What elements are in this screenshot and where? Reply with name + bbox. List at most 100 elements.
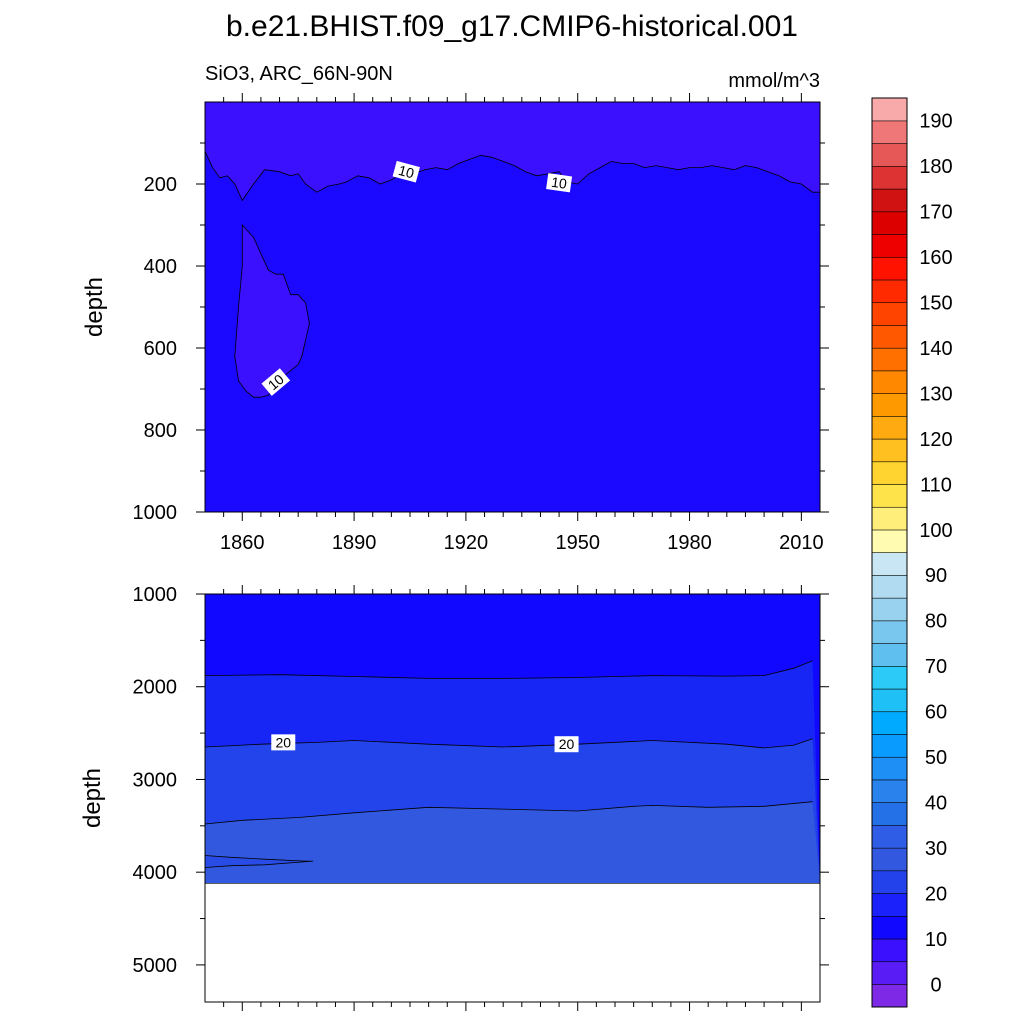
upper-y-tick-label-200: 200 xyxy=(144,174,177,196)
colorbar: 0 10 20 30 40 50 60 70 80 90 100 110 120 130 140 150 160… xyxy=(871,97,953,1008)
lower-contour-label-1-bg xyxy=(554,736,579,753)
colorbar-label-120: 120 xyxy=(919,429,952,451)
colorbar-box-25 xyxy=(871,415,908,440)
lower-y-tick-label-4000: 4000 xyxy=(133,862,178,884)
contour-30-lens xyxy=(204,855,314,868)
colorbar-label-40: 40 xyxy=(925,793,947,815)
colorbar-label-190: 190 xyxy=(919,111,952,133)
colorbar-label-10: 10 xyxy=(925,929,947,951)
upper-contour-label-0: 10 xyxy=(397,162,416,182)
colorbar-box-3 xyxy=(871,915,908,940)
colorbar-label-130: 130 xyxy=(919,383,952,405)
lower-y-tick-label-1000: 1000 xyxy=(133,584,178,606)
colorbar-box-26 xyxy=(871,393,908,417)
lower-contour-label-0-bg xyxy=(271,734,296,751)
colorbar-box-32 xyxy=(871,256,908,281)
colorbar-label-30: 30 xyxy=(925,838,947,860)
colorbar-box-30 xyxy=(871,302,908,326)
colorbar-label-60: 60 xyxy=(925,702,947,724)
lower-contour-label-0: 20 xyxy=(275,734,291,750)
lower-contour-label-0-group: 20 xyxy=(271,734,296,751)
upper-contour-label-0-group: 10 xyxy=(392,160,420,183)
colorbar-label-100: 100 xyxy=(919,520,952,542)
colorbar-box-36 xyxy=(871,165,908,190)
colorbar-label-140: 140 xyxy=(919,338,952,360)
colorbar-label-160: 160 xyxy=(919,247,952,269)
upper-y-tick-label-1000: 1000 xyxy=(133,502,178,524)
lower-y-axis-label: depth xyxy=(79,768,106,828)
upper-contour-label-0-bg xyxy=(392,160,420,183)
colorbar-box-14 xyxy=(871,665,908,690)
colorbar-box-19 xyxy=(871,552,908,576)
colorbar-box-7 xyxy=(871,824,908,849)
upper-contour-label-2-bg xyxy=(261,368,291,396)
colorbar-box-11 xyxy=(871,733,908,758)
colorbar-label-0: 0 xyxy=(930,974,941,996)
colorbar-label-180: 180 xyxy=(919,156,952,178)
x-tick-label-1890: 1890 xyxy=(332,532,377,554)
colorbar-label-20: 20 xyxy=(925,883,947,905)
colorbar-box-34 xyxy=(871,211,908,235)
colorbar-box-13 xyxy=(871,688,908,713)
colorbar-box-29 xyxy=(871,324,908,349)
lower-y-tick-label-3000: 3000 xyxy=(133,769,178,791)
colorbar-box-15 xyxy=(871,643,908,667)
colorbar-box-12 xyxy=(871,711,908,735)
colorbar-box-24 xyxy=(871,438,908,463)
colorbar-box-17 xyxy=(871,597,908,622)
x-tick-label-2010: 2010 xyxy=(779,532,824,554)
lower-frame xyxy=(204,593,821,1003)
upper-contour-label-2-group: 10 xyxy=(261,368,291,396)
contour-15-line xyxy=(204,660,813,679)
lower-fill-25-30 xyxy=(205,801,820,884)
x-tick-label-1980: 1980 xyxy=(667,532,712,554)
colorbar-box-28 xyxy=(871,347,908,372)
colorbar-box-23 xyxy=(871,461,908,485)
upper-y-axis-label: depth xyxy=(81,277,108,337)
colorbar-box-10 xyxy=(871,756,908,781)
colorbar-box-35 xyxy=(871,188,908,213)
lower-panel: 1000 2000 3000 4000 5000 depth 20 20 xyxy=(79,584,829,1011)
variable-region-label: SiO3, ARC_66N-90N xyxy=(205,63,393,85)
units-label: mmol/m^3 xyxy=(728,70,820,92)
colorbar-box-27 xyxy=(871,370,908,394)
contour-25-line xyxy=(204,801,813,825)
colorbar-box-22 xyxy=(871,484,908,508)
lower-y-tick-label-5000: 5000 xyxy=(133,955,178,977)
lower-y-tick-label-2000: 2000 xyxy=(133,677,178,699)
colorbar-box-21 xyxy=(871,506,908,531)
upper-contour-label-1-bg xyxy=(546,173,573,193)
upper-panel: 1860 1890 1920 1950 1980 2010 200 400 600 800 1000… xyxy=(81,93,829,554)
upper-y-tick-label-800: 800 xyxy=(144,420,177,442)
upper-contour-label-1: 10 xyxy=(550,174,568,192)
colorbar-box-38 xyxy=(871,120,908,144)
colorbar-box-4 xyxy=(871,893,908,917)
colorbar-label-80: 80 xyxy=(925,611,947,633)
upper-y-tick-label-400: 400 xyxy=(144,256,177,278)
colorbar-box-8 xyxy=(871,802,908,826)
colorbar-box-0 xyxy=(871,983,908,1008)
colorbar-box-16 xyxy=(871,620,908,644)
upper-contour-label-1-group: 10 xyxy=(546,173,573,193)
colorbar-box-1 xyxy=(871,961,908,985)
colorbar-box-31 xyxy=(871,279,908,304)
colorbar-box-5 xyxy=(871,870,908,894)
colorbar-box-39 xyxy=(871,97,908,122)
contour-10-pocket xyxy=(234,223,310,398)
colorbar-box-18 xyxy=(871,574,908,599)
figure-title: b.e21.BHIST.f09_g17.CMIP6-historical.001 xyxy=(226,10,798,43)
colorbar-box-2 xyxy=(871,938,908,963)
colorbar-label-150: 150 xyxy=(919,293,952,315)
colorbar-label-50: 50 xyxy=(925,747,947,769)
x-tick-label-1920: 1920 xyxy=(444,532,489,554)
colorbar-label-70: 70 xyxy=(925,656,947,678)
colorbar-box-6 xyxy=(871,847,908,872)
contour-10-surface-band xyxy=(204,101,821,202)
contour-20-line xyxy=(204,738,813,749)
colorbar-box-9 xyxy=(871,779,908,803)
lower-contour-label-1-group: 20 xyxy=(554,736,579,753)
upper-y-tick-label-600: 600 xyxy=(144,338,177,360)
colorbar-box-37 xyxy=(871,143,908,167)
colorbar-label-110: 110 xyxy=(920,474,952,496)
